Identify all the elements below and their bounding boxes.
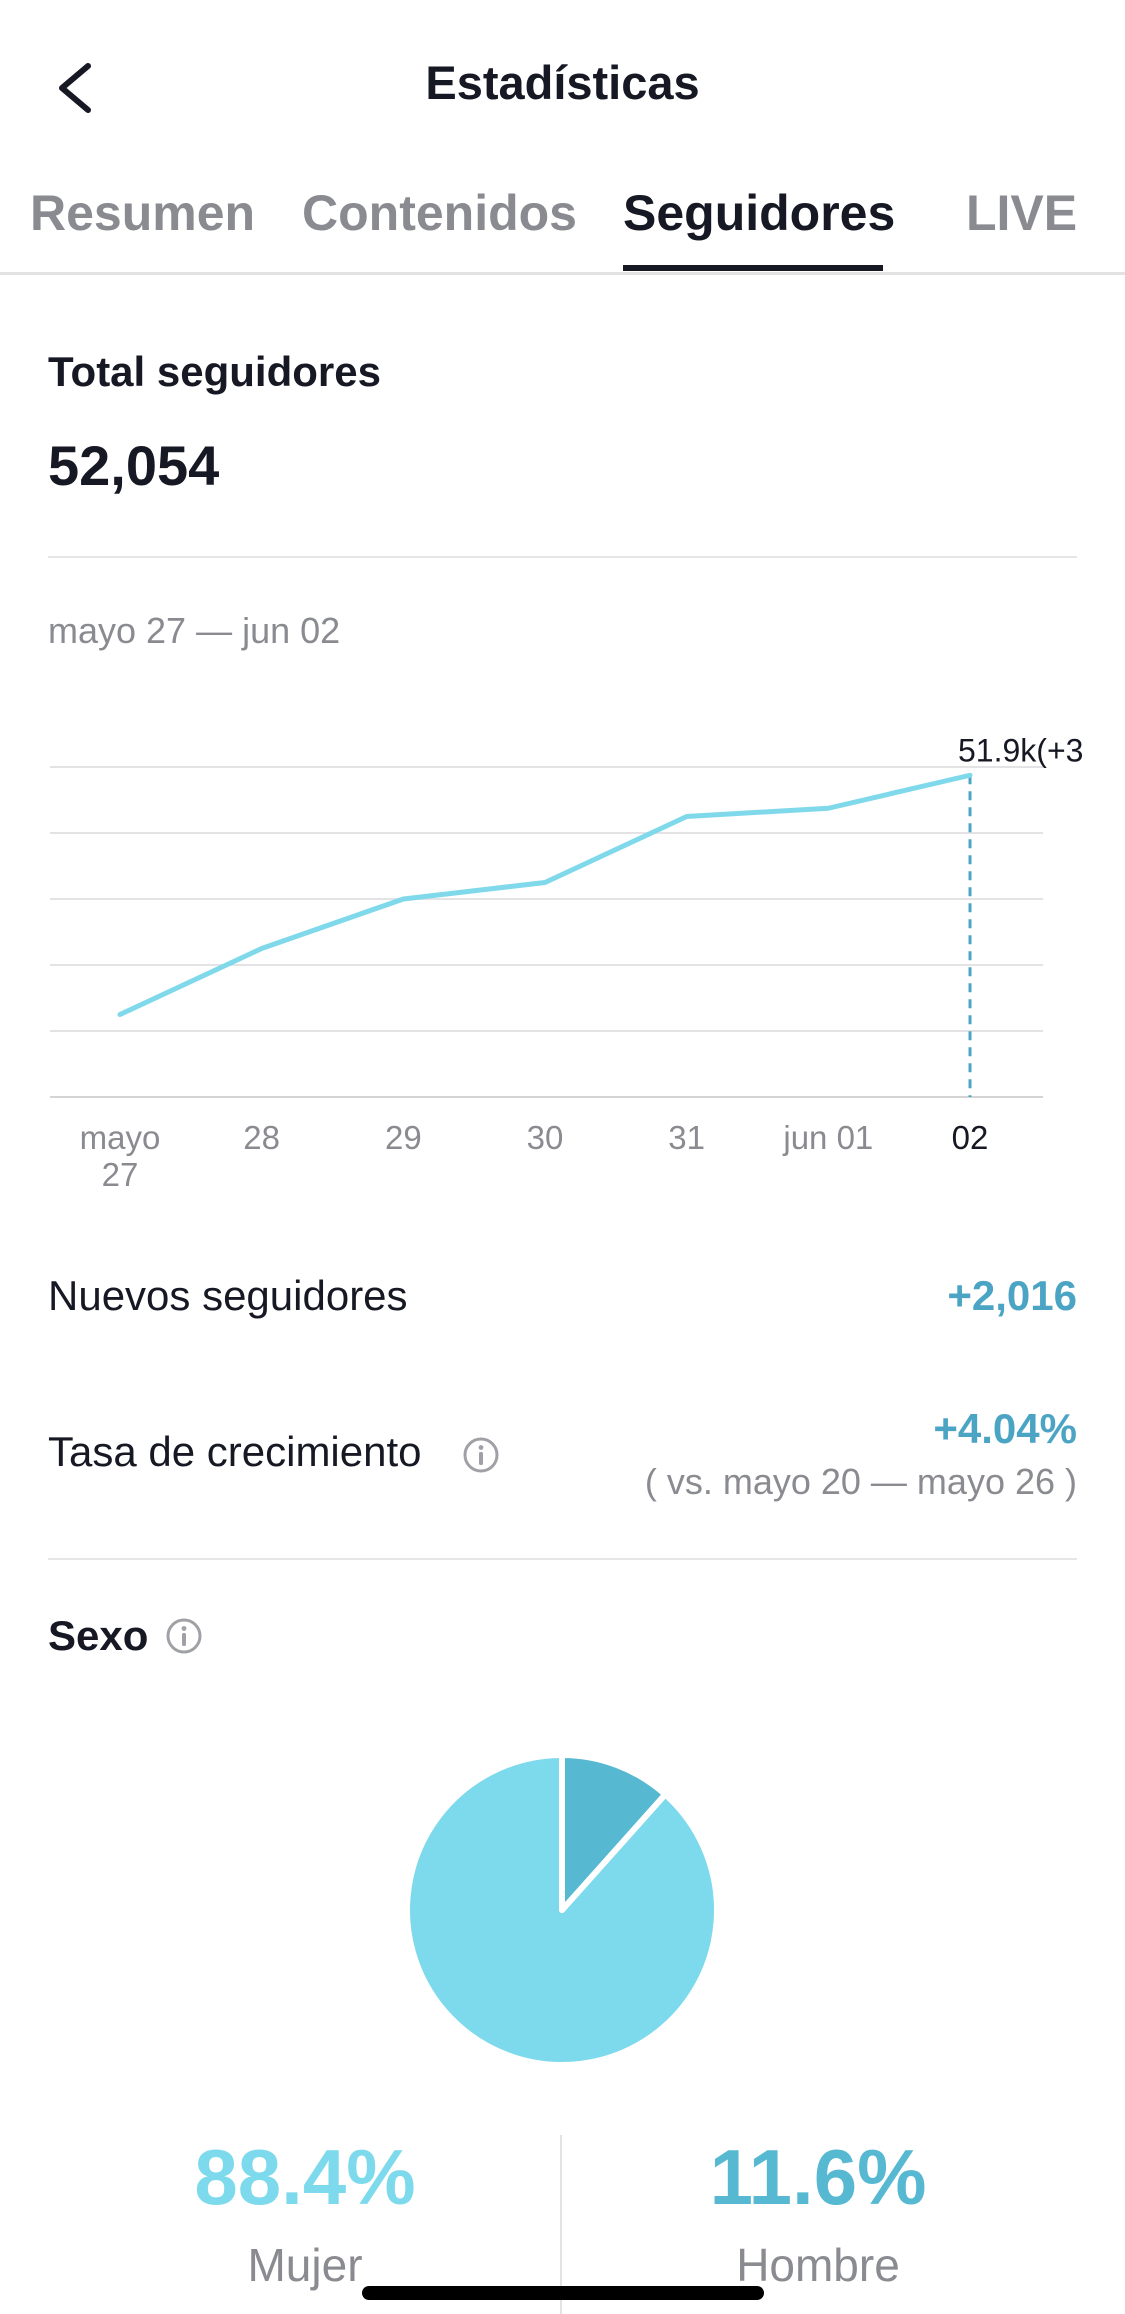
new-followers-label: Nuevos seguidores — [48, 1272, 408, 1319]
active-tab-indicator — [623, 265, 883, 271]
male-percentage: 11.6% — [709, 2133, 927, 2221]
info-icon[interactable] — [462, 1436, 500, 1474]
x-tick-label: 31 — [668, 1119, 705, 1156]
gender-pie-chart — [404, 1752, 720, 2068]
total-followers-value: 52,054 — [48, 434, 220, 497]
divider — [48, 556, 1077, 558]
series-line — [117, 772, 973, 1017]
pie-slice-male — [559, 1752, 669, 1913]
female-percentage: 88.4% — [194, 2133, 416, 2221]
home-indicator — [362, 2286, 764, 2300]
divider — [48, 1558, 1077, 1560]
x-tick-label: mayo — [80, 1119, 161, 1156]
x-tick-label: 28 — [243, 1119, 280, 1156]
total-followers-label: Total seguidores — [48, 348, 381, 395]
date-range-label: mayo 27 — jun 02 — [48, 610, 341, 651]
growth-rate-comparison: ( vs. mayo 20 — mayo 26 ) — [644, 1461, 1077, 1502]
x-tick-label: 30 — [527, 1119, 564, 1156]
gender-separator — [560, 2135, 562, 2314]
x-tick-label: 27 — [102, 1156, 139, 1193]
page-title: Estadísticas — [425, 56, 700, 109]
male-label: Hombre — [736, 2239, 900, 2291]
chevron-left-icon — [59, 63, 91, 113]
back-button[interactable] — [48, 52, 108, 122]
x-tick-label: jun 01 — [782, 1119, 873, 1156]
tab-live[interactable]: LIVE — [966, 185, 1078, 241]
gender-title: Sexo — [48, 1612, 149, 1659]
top-bar: Estadísticas — [0, 0, 1125, 170]
x-tick-label: 29 — [385, 1119, 422, 1156]
new-followers-value: +2,016 — [947, 1272, 1077, 1319]
tab-contenidos[interactable]: Contenidos — [302, 185, 577, 241]
x-tick-label: 02 — [952, 1119, 989, 1156]
tab-resumen[interactable]: Resumen — [30, 185, 256, 241]
tab-bar: Resumen Contenidos Seguidores LIVE — [0, 178, 1125, 275]
growth-rate-value: +4.04% — [933, 1405, 1077, 1452]
highlight-value-label: 51.9k(+3 — [958, 732, 1083, 768]
female-label: Mujer — [247, 2239, 363, 2291]
tab-seguidores[interactable]: Seguidores — [623, 185, 896, 241]
growth-rate-label: Tasa de crecimiento — [48, 1428, 422, 1475]
info-icon[interactable] — [165, 1617, 203, 1655]
